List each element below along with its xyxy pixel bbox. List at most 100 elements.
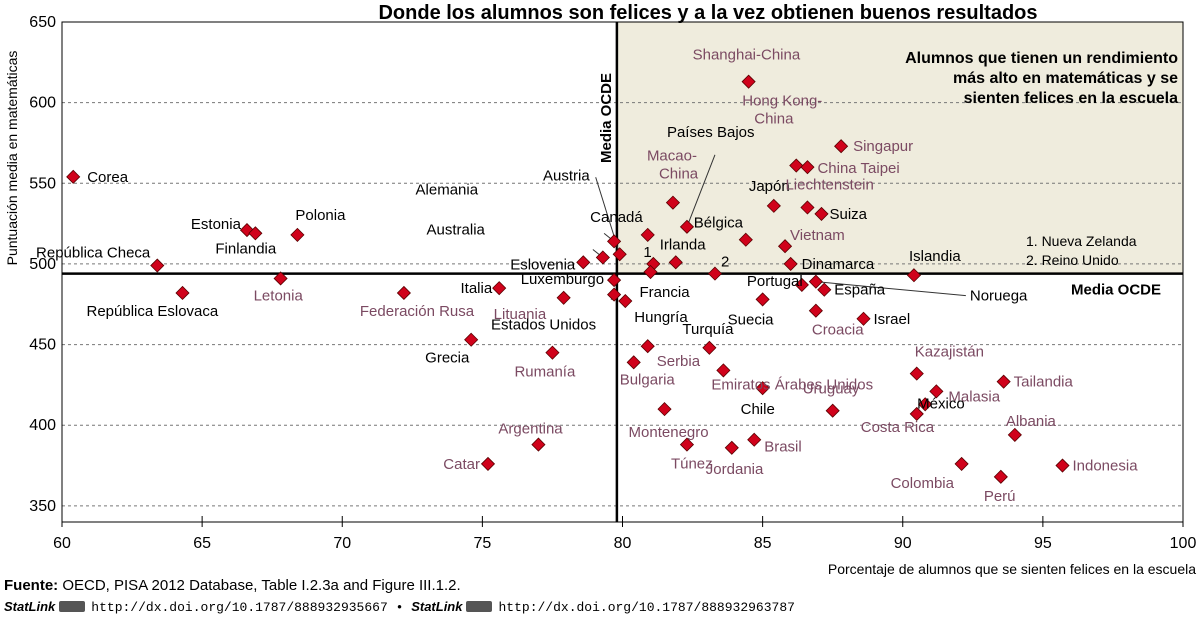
point-label: Irlanda [660,236,707,253]
data-point [531,437,546,452]
point-label: Australia [427,221,486,238]
point-label: Uruguay [803,381,860,398]
statlink-url-2[interactable]: http://dx.doi.org/10.1787/888932963787 [498,600,795,615]
data-point [834,139,849,154]
point-label: China [659,166,699,183]
point-label: China Taipei [817,160,899,177]
data-point [607,287,622,302]
data-point [273,271,288,286]
leader-line [815,281,966,297]
y-tick-label: 350 [29,498,56,515]
statlink-icon [59,601,86,613]
point-label: Tailandia [1014,374,1074,391]
data-point [66,169,81,184]
point-label: Catar [443,456,480,473]
point-label: República Checa [36,245,151,262]
data-point [607,234,622,249]
chart-title: Donde los alumnos son felices y a la vez… [378,2,1037,24]
data-point [794,277,809,292]
point-label: Noruega [970,288,1028,305]
point-label: Canadá [590,209,643,226]
x-tick-label: 95 [1034,535,1052,552]
point-label: Corea [87,169,129,186]
statlink-url-1[interactable]: http://dx.doi.org/10.1787/888932935667 [91,600,388,615]
data-point [777,239,793,254]
data-point [643,264,658,280]
data-point [755,381,770,396]
point-label: México [917,395,965,412]
point-label: Argentina [498,421,563,438]
data-point [783,256,798,272]
data-point [817,282,832,297]
point-label: Macao- [647,148,697,165]
oecd-mean-x-label: Media OCDE [598,73,615,163]
point-label: Montenegro [629,424,709,441]
data-point [612,247,627,262]
y-tick-label: 550 [29,175,56,192]
point-label: Emiratos Árabes Unidos [711,376,873,393]
bullet-separator: • [395,600,404,615]
point-label: Hong Kong- [742,93,822,110]
point-label: Bélgica [694,215,744,232]
data-point [1007,427,1022,442]
footnote: 1. Nueva Zelanda [1026,233,1137,249]
data-point [640,339,655,354]
y-tick-label: 650 [29,14,56,31]
x-tick-label: 100 [1170,535,1197,552]
data-point [545,345,560,360]
point-label: Chile [741,401,775,418]
data-point [825,403,840,418]
data-point [665,195,681,210]
point-label: Túnez [671,456,713,473]
data-point [679,219,695,234]
footnote: 2. Reino Unido [1026,252,1119,268]
point-label: Luxemburgo [521,271,604,288]
x-tick-label: 90 [894,535,912,552]
point-label: Jordania [706,461,764,478]
point-label: Polonia [295,207,346,224]
data-point [738,232,753,247]
point-label: Hungría [634,309,688,326]
data-point [150,258,165,273]
point-label: Costa Rica [861,419,935,436]
data-point [607,272,622,288]
point-label: Serbia [657,353,701,370]
quadrant-highlight [616,22,1183,274]
oecd-mean-y-label: Media OCDE [1071,282,1161,299]
point-label: Eslovenia [510,256,576,273]
data-point [626,355,641,370]
data-point [702,340,717,355]
y-tick-label: 500 [29,256,56,273]
point-label: Portugal [747,273,803,290]
data-point [556,290,571,305]
data-point [492,281,507,296]
point-label: Malasia [948,388,1000,405]
point-label: España [834,282,886,299]
data-point [747,432,762,447]
point-label: Estonia [191,216,242,233]
point-label: Rumanía [514,364,576,381]
point-label: Turquía [682,321,734,338]
data-point [929,384,944,399]
data-point [248,226,263,241]
point-label: Austria [543,167,590,184]
point-label: Letonia [254,287,304,304]
point-label: Indonesia [1072,458,1138,475]
point-label: Dinamarca [802,256,875,273]
point-label: Kazajistán [915,344,984,361]
data-point [640,227,655,242]
x-tick-label: 65 [193,535,211,552]
data-point [657,402,672,417]
data-point [576,255,591,270]
data-point [707,266,723,281]
data-point [993,469,1008,484]
point-label: Finlandia [215,240,277,257]
point-label: Colombia [891,475,955,492]
y-tick-label: 450 [29,337,56,354]
data-point [800,160,815,175]
point-label: Países Bajos [667,124,755,141]
point-label: Brasil [764,439,802,456]
data-point [679,437,695,452]
data-point [290,227,305,242]
